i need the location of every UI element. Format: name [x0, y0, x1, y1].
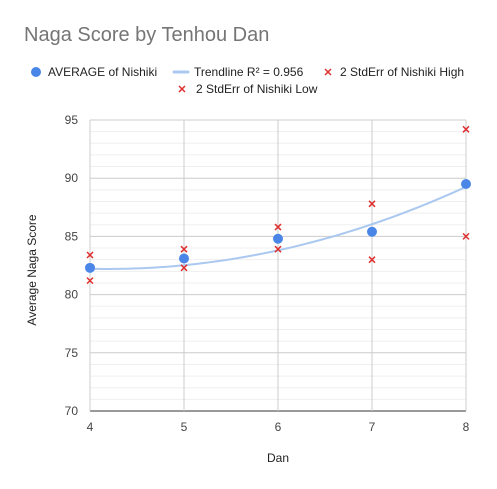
x-axis-ticks: 4 5 6 7 8	[87, 420, 470, 434]
data-point-average	[85, 263, 95, 273]
y-tick-label: 90	[65, 171, 79, 185]
data-point-average	[461, 179, 471, 189]
y-tick-label: 75	[65, 346, 79, 360]
legend-label-average: AVERAGE of Nishiki	[48, 65, 157, 79]
legend-marker-low	[179, 86, 185, 92]
y-tick-label: 70	[65, 404, 79, 418]
y-tick-label: 95	[65, 113, 79, 127]
y-tick-label: 80	[65, 288, 79, 302]
legend-marker-average	[31, 67, 41, 77]
data-point-average	[273, 234, 283, 244]
legend-label-trendline: Trendline R² = 0.956	[194, 65, 304, 79]
x-tick-label: 5	[181, 420, 188, 434]
x-axis-label: Dan	[267, 451, 289, 465]
x-tick-label: 4	[87, 420, 94, 434]
y-axis-label: Average Naga Score	[25, 214, 39, 326]
grid	[90, 120, 466, 411]
legend-label-low: 2 StdErr of Nishiki Low	[196, 82, 318, 96]
legend-label-high: 2 StdErr of Nishiki High	[340, 65, 464, 79]
y-axis-ticks: 70 75 80 85 90 95	[65, 113, 79, 418]
data-point-average	[179, 254, 189, 264]
legend-marker-high	[325, 69, 331, 75]
legend: AVERAGE of Nishiki Trendline R² = 0.956 …	[31, 65, 464, 96]
y-tick-label: 85	[65, 229, 79, 243]
data-point-average	[367, 227, 377, 237]
x-tick-label: 6	[275, 420, 282, 434]
x-tick-label: 8	[463, 420, 470, 434]
x-tick-label: 7	[369, 420, 376, 434]
